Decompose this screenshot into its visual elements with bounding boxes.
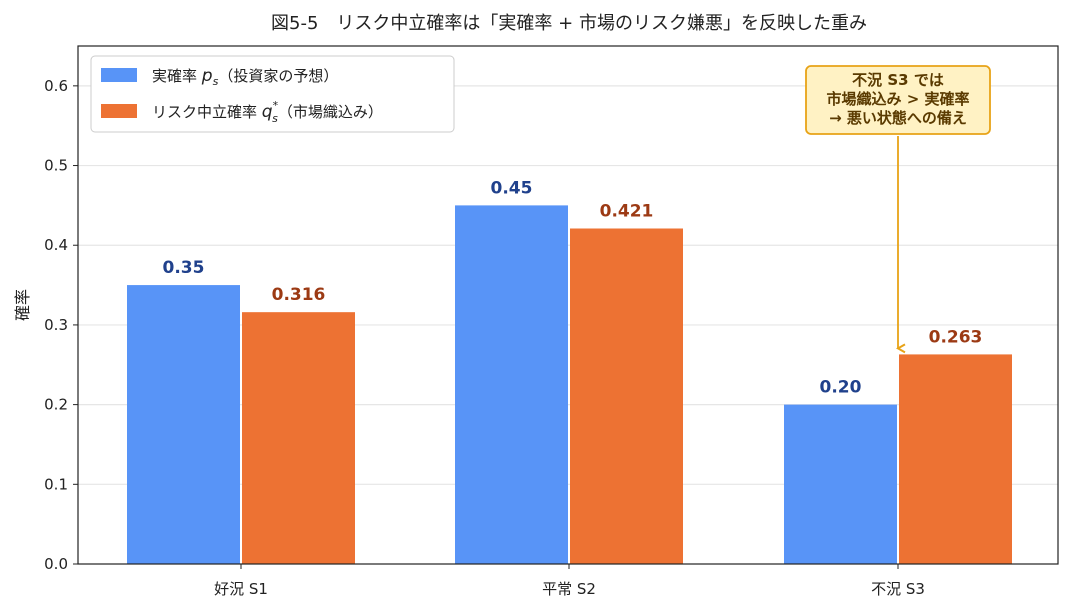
legend-entry: リスク中立確率 q* s（市場織込み） [152, 99, 383, 125]
y-axis-label: 確率 [13, 289, 32, 321]
annotation-text: 不況 S3 では [852, 71, 944, 89]
legend-box [90, 55, 455, 133]
x-tick-label: 不況 S3 [871, 580, 925, 598]
bar [899, 354, 1012, 564]
bar [784, 404, 897, 564]
bar [455, 205, 568, 564]
bar-value-label: 0.35 [163, 258, 205, 278]
chart-title: 図5-5 リスク中立確率は「実確率 + 市場のリスク嫌悪」を反映した重み [271, 13, 867, 34]
plot-frame [77, 45, 1059, 565]
bar-value-label: 0.421 [600, 201, 654, 221]
bar-value-labels: 0.35 0.316 0.45 0.421 0.20 0.263 [163, 178, 983, 397]
x-tick-label: 好況 S1 [214, 580, 268, 598]
y-axis: 0.0 0.1 0.2 0.3 0.4 0.5 0.6 [44, 77, 78, 573]
bar-value-label: 0.45 [491, 178, 533, 198]
x-tick-label: 平常 S2 [542, 580, 596, 598]
legend-swatch [101, 104, 137, 118]
legend-swatch [101, 68, 137, 82]
x-axis: 好況 S1 平常 S2 不況 S3 [214, 564, 925, 598]
y-tick-label: 0.2 [44, 396, 68, 414]
y-tick-label: 0.1 [44, 475, 68, 493]
bar [127, 285, 240, 564]
y-tick-label: 0.4 [44, 236, 68, 254]
annotation-text: 市場織込み > 実確率 [826, 90, 969, 108]
bar [242, 312, 355, 564]
legend-entry: 実確率 ps（投資家の予想） [152, 66, 338, 88]
bar-value-label: 0.316 [272, 285, 326, 305]
bar-value-label: 0.20 [820, 378, 862, 398]
y-tick-label: 0.0 [44, 555, 68, 573]
y-tick-label: 0.5 [44, 157, 68, 175]
bar-value-label: 0.263 [929, 327, 983, 347]
legend: 実確率 ps（投資家の予想） リスク中立確率 q* s（市場織込み） [90, 55, 455, 133]
y-tick-label: 0.6 [44, 77, 68, 95]
annotation-box [805, 65, 991, 135]
bars [127, 205, 1012, 564]
bar [570, 228, 683, 564]
annotation-text: → 悪い状態への備え [829, 109, 967, 127]
y-tick-label: 0.3 [44, 316, 68, 334]
